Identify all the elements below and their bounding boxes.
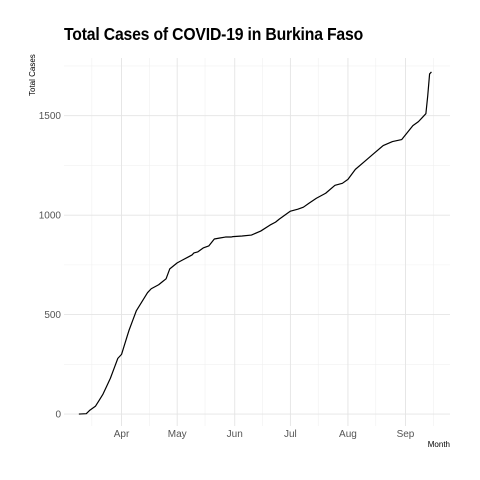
x-tick-label: Sep (397, 429, 415, 440)
y-tick-label: 0 (55, 410, 61, 421)
x-tick-label: Jun (227, 429, 243, 440)
y-tick-label: 500 (44, 310, 61, 321)
series-line (78, 71, 432, 415)
x-tick-label: Aug (339, 429, 357, 440)
x-axis-label: Month (427, 440, 450, 449)
y-tick-label: 1000 (39, 211, 62, 222)
chart-title: Total Cases of COVID-19 in Burkina Faso (64, 24, 364, 44)
y-tick-label: 1500 (39, 111, 62, 122)
x-tick-label: Jul (284, 429, 297, 440)
x-tick-label: Apr (114, 429, 130, 440)
x-tick-label: May (168, 429, 187, 440)
